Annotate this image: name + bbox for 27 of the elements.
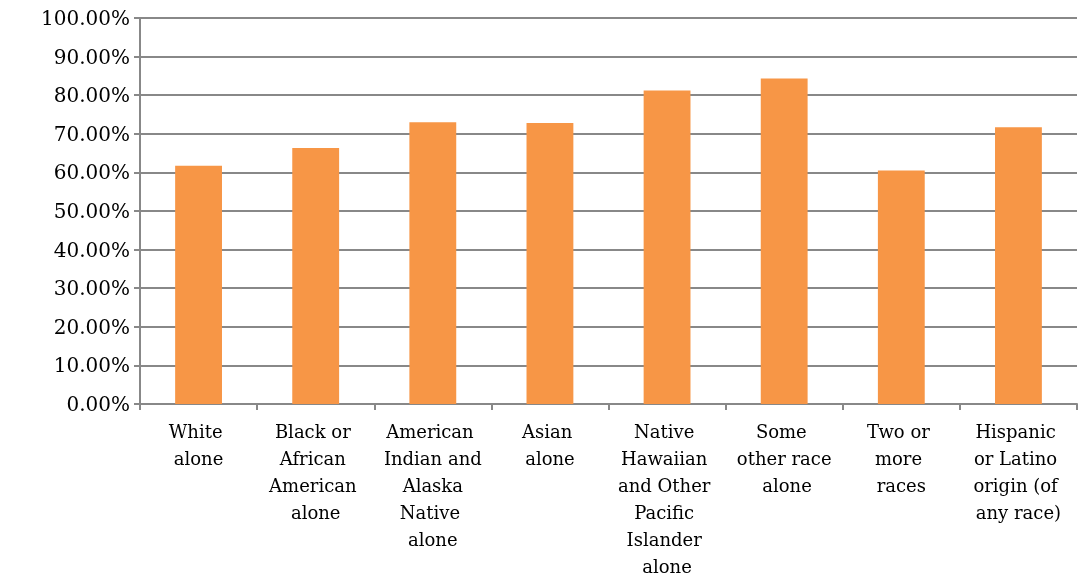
bar [409,122,457,404]
x-tick-label: Hispanic or Latino origin (of any race) [973,421,1064,523]
y-tick-label: 30.00% [53,276,130,301]
y-tick-label: 70.00% [53,121,130,146]
y-tick-label: 60.00% [53,160,130,185]
y-tick-label: 20.00% [53,314,130,339]
x-tick-label: Native Hawaiian and Other Pacific Islander alone [617,421,717,577]
y-tick-label: 100.00% [41,6,130,30]
bar [526,122,574,404]
x-tick-label: Black or African American alone [268,421,363,523]
y-tick-label: 50.00% [53,199,130,223]
x-tick-label: Asian alone [520,421,578,469]
y-tick-label: 0.00% [66,392,130,416]
bar [643,90,691,404]
y-tick-label: 10.00% [53,353,130,378]
y-tick-label: 90.00% [53,44,130,69]
bar [175,165,222,404]
bar [292,148,340,404]
x-tick-label: American Indian and Alaska Native alone [383,421,482,550]
x-tick-label: Some other race alone [736,421,832,496]
bar [877,170,925,404]
bar [760,78,808,404]
x-tick-label: White alone [168,421,229,469]
bar [995,127,1042,404]
y-tick-label: 40.00% [53,237,130,262]
y-tick-label: 80.00% [53,83,130,108]
x-tick-label: Two or more races [867,421,936,496]
